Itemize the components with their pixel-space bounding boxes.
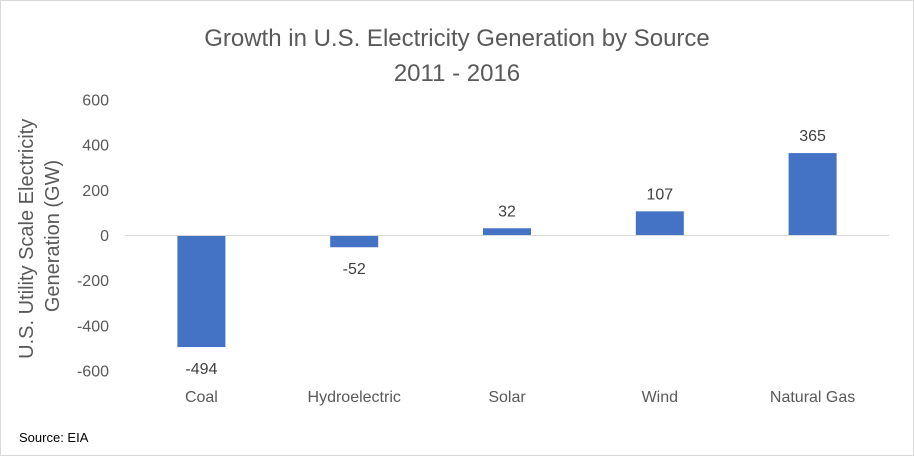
y-tick-label: -200 (77, 273, 109, 290)
y-tick-label: -600 (77, 364, 109, 381)
bar-natural-gas (788, 153, 837, 236)
x-category-label: Natural Gas (770, 389, 855, 406)
y-tick-label: 600 (82, 93, 109, 110)
data-label: 365 (799, 128, 826, 145)
y-tick-label: 200 (82, 183, 109, 200)
y-tick-label: -400 (77, 318, 109, 335)
y-axis-label-line-2: Generation (GW) (42, 160, 64, 312)
plot-area: 600 400 200 0 -200 -400 -600 -494 -52 32 107 365 Coa… (77, 93, 889, 406)
bar-solar (483, 228, 531, 236)
data-label: 107 (646, 186, 673, 203)
bar-wind (635, 211, 684, 236)
x-category-label: Coal (185, 389, 218, 406)
data-label: 32 (498, 203, 516, 220)
chart-title: Growth in U.S. Electricity Generation by… (204, 25, 710, 52)
data-label: -494 (185, 361, 217, 378)
chart-subtitle: 2011 - 2016 (394, 60, 520, 87)
y-axis-label-line-1: U.S. Utility Scale Electricity (16, 119, 38, 359)
y-axis-label: U.S. Utility Scale Electricity Generatio… (16, 113, 64, 359)
bar-hydroelectric (330, 235, 379, 248)
source-note: Source: EIA (19, 430, 89, 445)
x-category-label: Solar (488, 389, 526, 406)
x-category-label: Wind (642, 389, 678, 406)
data-label: -52 (343, 261, 366, 278)
y-tick-label: 400 (82, 138, 109, 155)
bar-coal (177, 235, 226, 348)
x-category-label: Hydroelectric (308, 389, 401, 406)
y-tick-label: 0 (100, 228, 109, 245)
